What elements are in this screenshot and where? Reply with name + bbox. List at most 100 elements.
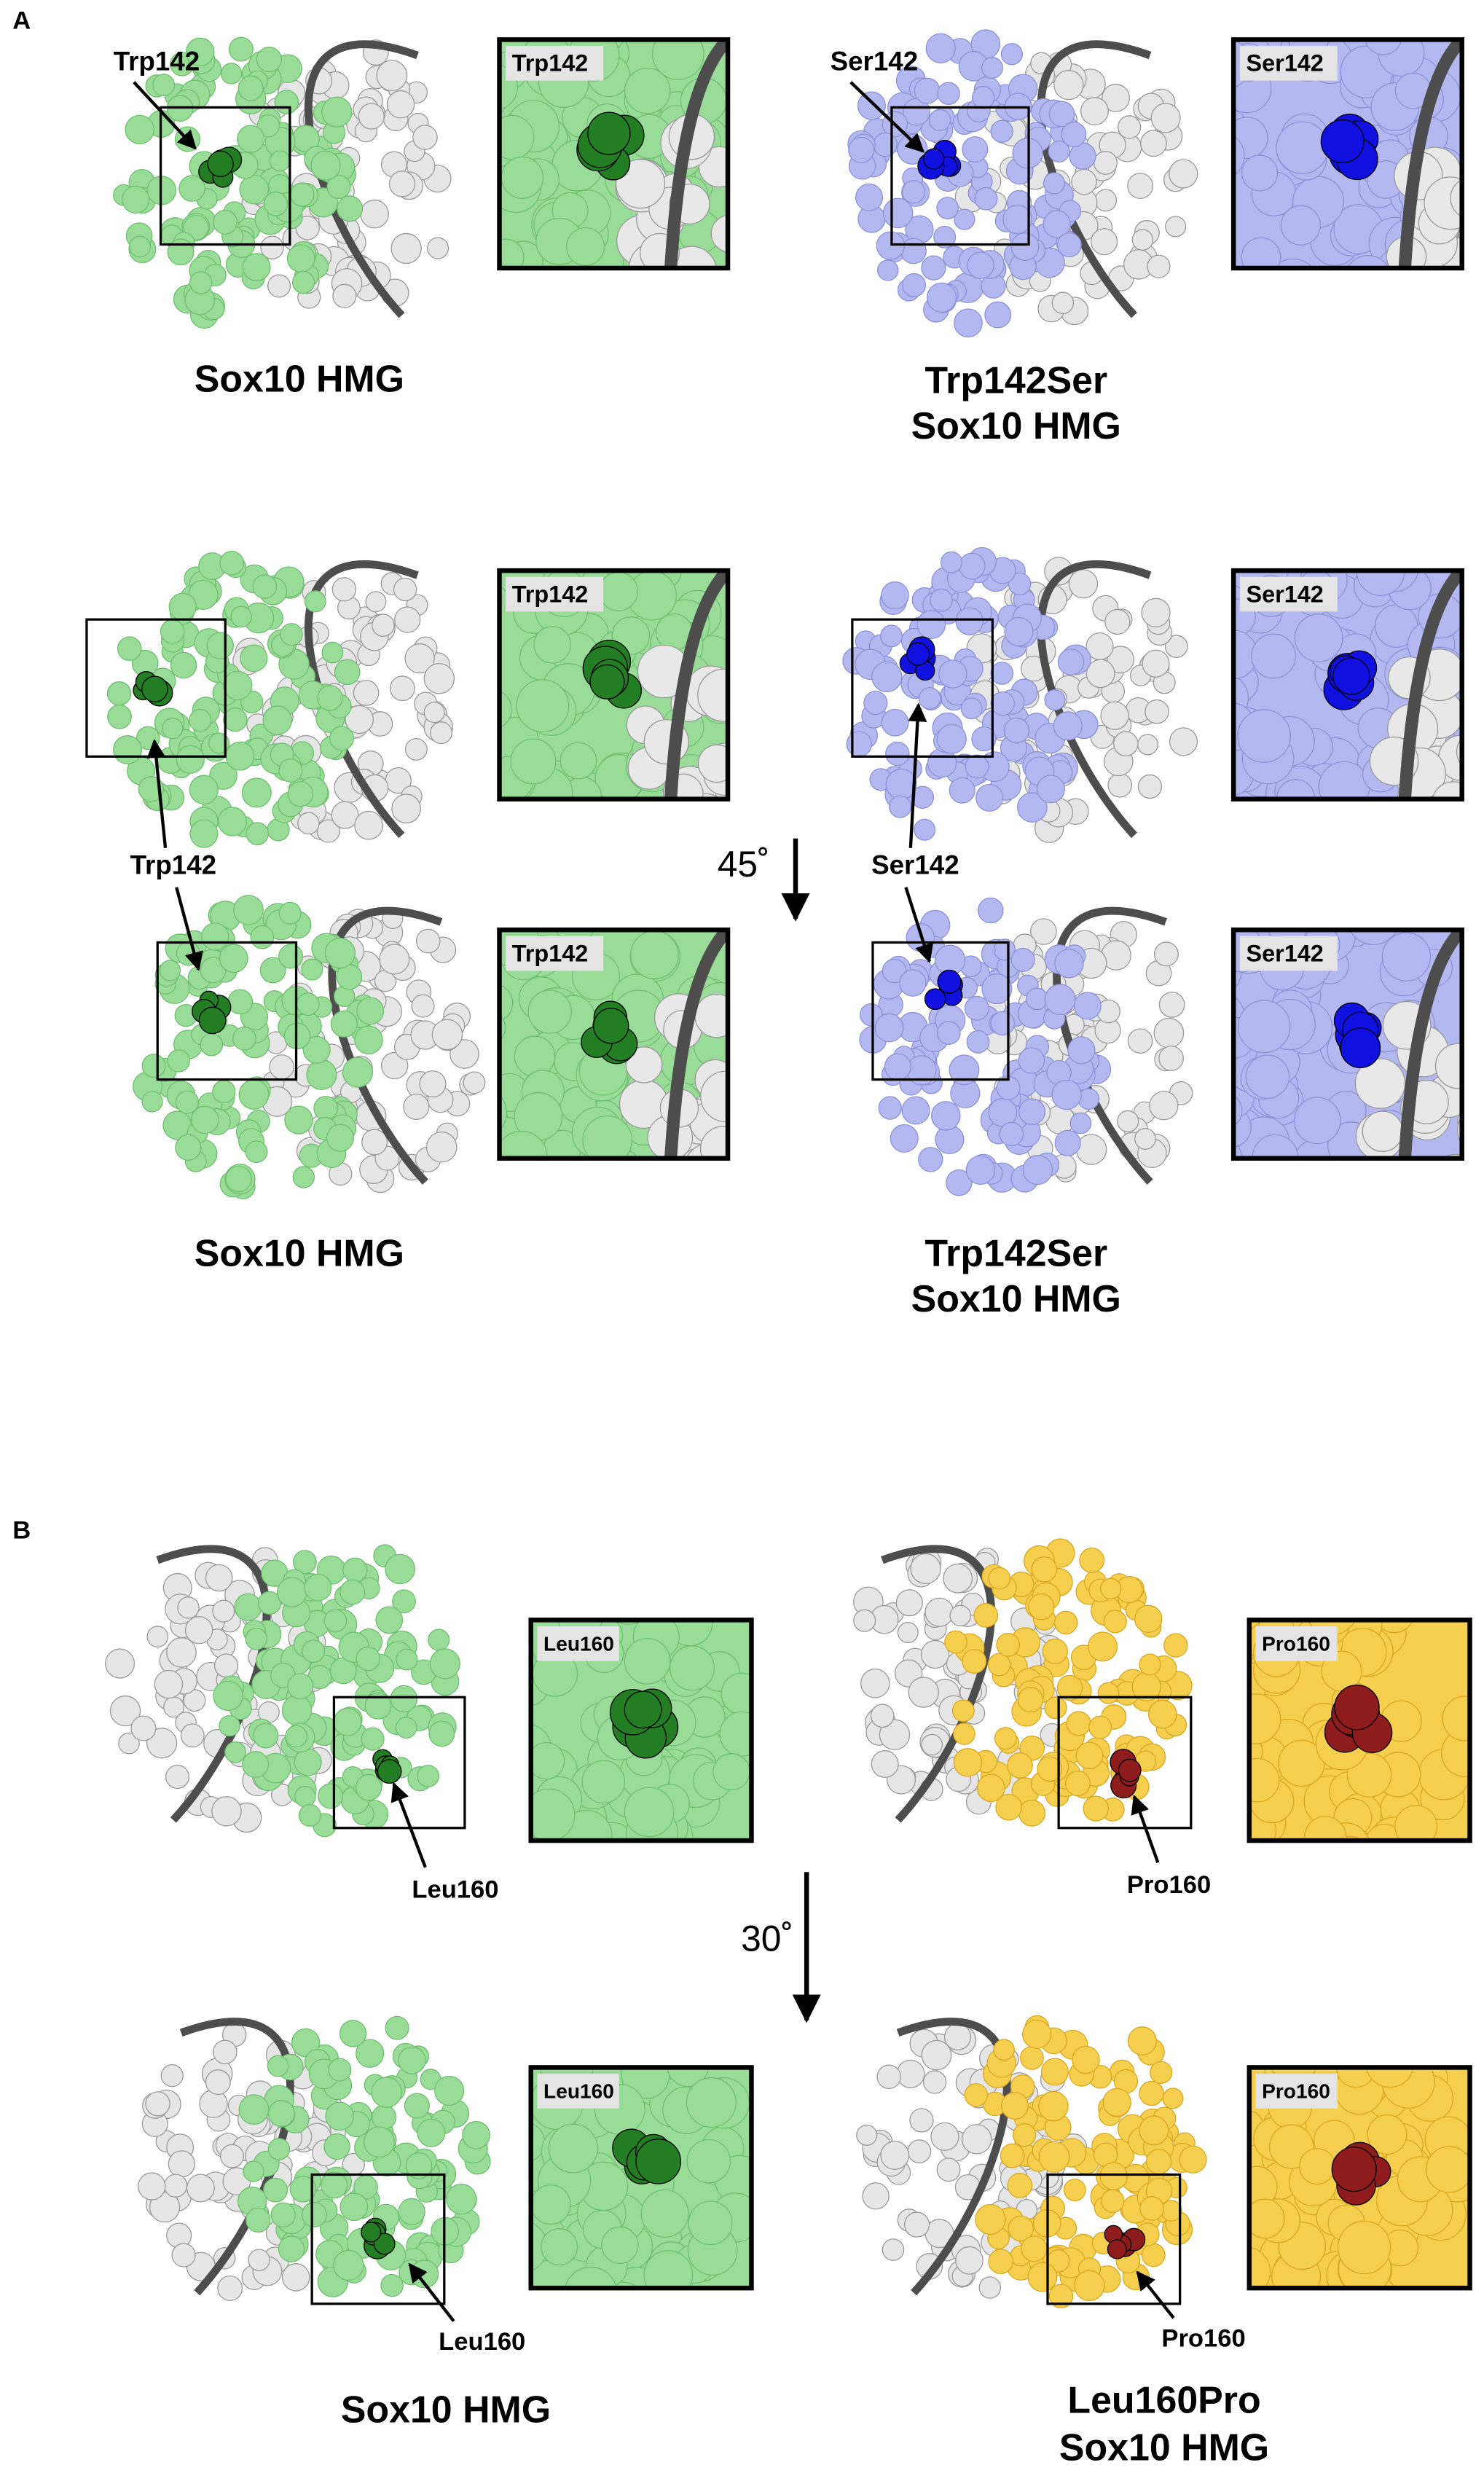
atom-sphere [415, 928, 441, 954]
atom-sphere [429, 1648, 460, 1680]
inset-frame [528, 1618, 754, 1843]
atom-sphere [1044, 984, 1076, 1015]
atom-sphere [294, 1785, 316, 1808]
atom-sphere [403, 1093, 430, 1121]
atom-sphere [1107, 2239, 1127, 2259]
atom-sphere [297, 812, 320, 835]
atom-sphere [1145, 2149, 1172, 2175]
atom-sphere [971, 726, 997, 752]
atom-sphere [1180, 1033, 1217, 1070]
atom-sphere [1241, 154, 1279, 192]
atom-sphere [954, 308, 983, 338]
atom-sphere [170, 651, 197, 679]
atom-sphere [217, 2275, 243, 2302]
atom-sphere [380, 2273, 404, 2297]
atom-sphere [242, 253, 271, 282]
atom-sphere [304, 590, 326, 613]
atom-sphere [877, 259, 899, 281]
atom-sphere [371, 2077, 402, 2108]
atom-sphere [548, 2123, 598, 2174]
atom-sphere [924, 1597, 954, 1627]
atom-sphere [1127, 2026, 1157, 2055]
atom-sphere [1153, 1017, 1185, 1049]
atom-sphere [1010, 232, 1040, 262]
inset-label: Leu160 [543, 1632, 614, 1655]
atom-sphere [533, 626, 571, 664]
atom-sphere [1249, 1693, 1281, 1744]
atom-sphere [1000, 2143, 1025, 2168]
atom-sphere [106, 681, 132, 706]
atom-sphere [141, 1091, 163, 1113]
atom-sphere [138, 2172, 166, 2200]
atom-sphere [1054, 1129, 1081, 1156]
atom-sphere [988, 2249, 1014, 2275]
atom-sphere [961, 2124, 992, 2155]
atom-sphere [321, 641, 344, 664]
atom-sphere [284, 1105, 313, 1134]
atom-sphere [930, 1101, 961, 1131]
atom-sphere [996, 1632, 1021, 1657]
inset-frame [1247, 1618, 1472, 1843]
atom-sphere [624, 1690, 662, 1729]
atom-sphere [962, 136, 989, 162]
atom-sphere [1056, 232, 1082, 257]
atom-sphere [379, 944, 410, 975]
atom-sphere [1018, 1098, 1046, 1126]
caption: Sox10 HMG [1059, 2426, 1269, 2469]
atom-sphere [880, 2141, 910, 2170]
atom-sphere [902, 98, 931, 126]
atom-sphere [1237, 1000, 1291, 1054]
dna-backbone [664, 39, 729, 268]
atom-sphere [937, 969, 962, 994]
inset-frame [1247, 2065, 1472, 2291]
atom-sphere [1205, 1772, 1247, 1814]
atom-sphere [463, 1071, 486, 1094]
atom-sphere [459, 709, 497, 747]
atom-sphere [326, 174, 351, 200]
pointer-arrow [1136, 2270, 1175, 2319]
atom-sphere [428, 1628, 450, 1651]
atom-sphere [878, 1096, 902, 1120]
atom-sphere [1054, 949, 1084, 979]
atom-sphere [167, 1049, 190, 1073]
inset-label: Trp142 [512, 581, 589, 607]
atom-sphere [1048, 140, 1070, 162]
atom-sphere [107, 704, 132, 729]
atom-sphere [944, 1630, 967, 1654]
atom-sphere [219, 944, 248, 973]
inset-label: Pro160 [1262, 2080, 1330, 2102]
atom-sphere [981, 973, 1013, 1005]
atom-sphere [1147, 1699, 1177, 1729]
atom-sphere [245, 1628, 267, 1650]
atom-sphere [1334, 1684, 1380, 1731]
atom-sphere [285, 1725, 308, 1748]
atom-sphere [481, 2170, 526, 2215]
atom-sphere [281, 2263, 310, 2292]
atom-sphere [233, 895, 264, 925]
atom-sphere [860, 1668, 890, 1698]
atom-sphere [1140, 130, 1167, 157]
atom-sphere [185, 37, 215, 67]
atom-sphere [417, 1765, 439, 1787]
atom-sphere [145, 2091, 170, 2117]
atom-sphere [1137, 774, 1163, 799]
atom-sphere [1141, 597, 1171, 627]
caption: Trp142Ser [924, 359, 1107, 401]
atom-sphere [1088, 1631, 1118, 1662]
residue-label: Trp142 [130, 850, 216, 879]
atom-sphere [404, 737, 428, 761]
atom-sphere [317, 685, 343, 711]
atom-sphere [694, 993, 729, 1038]
atom-sphere [1072, 2045, 1100, 2074]
atom-sphere [371, 2104, 397, 2130]
atom-sphere [962, 1648, 987, 1674]
atom-sphere [239, 174, 270, 205]
atom-sphere [256, 46, 283, 73]
atom-sphere [884, 1053, 911, 1081]
atom-sphere [1040, 2058, 1069, 2086]
pointer-arrow [408, 2262, 455, 2322]
atom-sphere [325, 2101, 354, 2131]
atom-sphere [699, 1126, 729, 1159]
atom-sphere [882, 958, 907, 984]
atom-sphere [933, 225, 957, 248]
